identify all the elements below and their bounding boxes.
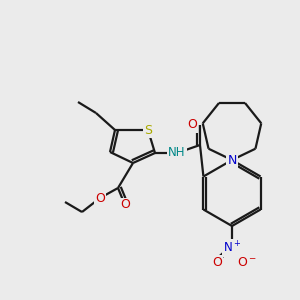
Text: S: S [144, 124, 152, 136]
Text: O: O [95, 191, 105, 205]
Text: N$^+$: N$^+$ [223, 240, 241, 256]
Text: O: O [120, 199, 130, 212]
Text: N: N [227, 154, 237, 166]
Text: O$^-$: O$^-$ [237, 256, 257, 268]
Text: O: O [212, 256, 222, 268]
Text: NH: NH [168, 146, 186, 160]
Text: O: O [187, 118, 197, 131]
